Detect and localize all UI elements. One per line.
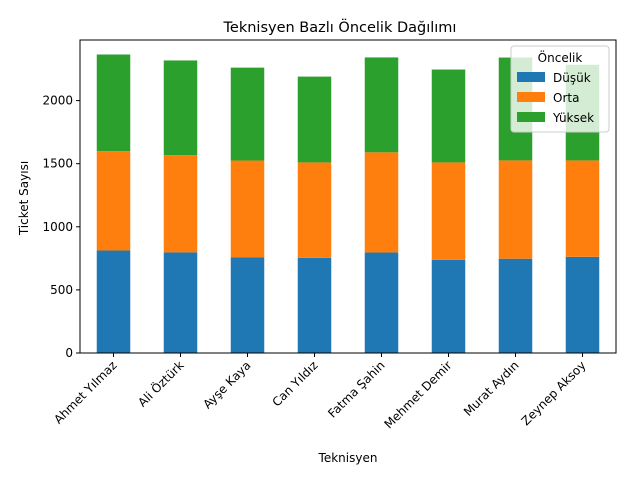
legend-title: Öncelik — [538, 49, 583, 65]
y-tick-label: 500 — [50, 283, 73, 297]
legend-entry-label: Yüksek — [552, 111, 594, 125]
legend-swatch — [517, 112, 545, 122]
bar-ali-öztürk-series-1 — [163, 155, 198, 253]
bar-fatma-şahin-series-2 — [364, 57, 399, 153]
bar-ahmet-yılmaz-series-0 — [96, 250, 131, 353]
bar-murat-aydın-series-1 — [498, 160, 533, 259]
y-axis-label: Ticket Sayısı — [17, 161, 31, 236]
legend-box — [510, 45, 610, 133]
x-tick-label: Ali Öztürk — [134, 357, 187, 410]
plot-frame — [79, 39, 617, 354]
y-tick-label: 0 — [65, 346, 73, 360]
bar-mehmet-demir-series-1 — [431, 162, 466, 260]
bar-zeynep-aksoy-series-0 — [565, 256, 600, 353]
x-tick-label: Zeynep Aksoy — [519, 358, 589, 428]
bar-zeynep-aksoy-series-1 — [565, 160, 600, 257]
bar-ahmet-yılmaz-series-2 — [96, 54, 131, 152]
legend: Öncelik Düşük Orta Yüksek — [510, 45, 610, 133]
bar-ayşe-kaya-series-2 — [230, 67, 265, 161]
bar-fatma-şahin-series-1 — [364, 152, 399, 253]
bar-can-yıldız-series-2 — [297, 76, 332, 163]
bar-can-yıldız-series-0 — [297, 257, 332, 353]
x-axis-label: Teknisyen — [318, 451, 378, 465]
y-tick-label: 1000 — [42, 220, 73, 234]
bar-murat-aydın-series-0 — [498, 258, 533, 353]
bar-can-yıldız-series-1 — [297, 162, 332, 258]
chart-title: Teknisyen Bazlı Öncelik Dağılımı — [223, 18, 457, 36]
y-tick-label: 1500 — [42, 157, 73, 171]
bars-layer — [96, 54, 600, 353]
x-tick-label: Ahmet Yılmaz — [51, 358, 119, 426]
y-tick-label: 2000 — [42, 94, 73, 108]
x-tick-label: Fatma Şahin — [325, 358, 387, 420]
bar-ali-öztürk-series-2 — [163, 60, 198, 156]
bar-ayşe-kaya-series-0 — [230, 257, 265, 353]
legend-swatch — [517, 72, 545, 82]
bar-ahmet-yılmaz-series-1 — [96, 151, 131, 251]
legend-swatch — [517, 92, 545, 102]
bar-ali-öztürk-series-0 — [163, 252, 198, 353]
legend-entry-label: Düşük — [553, 71, 591, 85]
legend-entry-label: Orta — [553, 91, 579, 105]
x-tick-label: Murat Aydın — [461, 358, 522, 419]
bar-mehmet-demir-series-0 — [431, 259, 466, 353]
bar-ayşe-kaya-series-1 — [230, 160, 265, 258]
bar-mehmet-demir-series-2 — [431, 69, 466, 163]
x-tick-label: Can Yıldız — [269, 358, 320, 409]
x-tick-label: Ayşe Kaya — [200, 358, 253, 411]
bar-fatma-şahin-series-0 — [364, 252, 399, 353]
x-tick-label: Mehmet Demir — [381, 358, 454, 431]
